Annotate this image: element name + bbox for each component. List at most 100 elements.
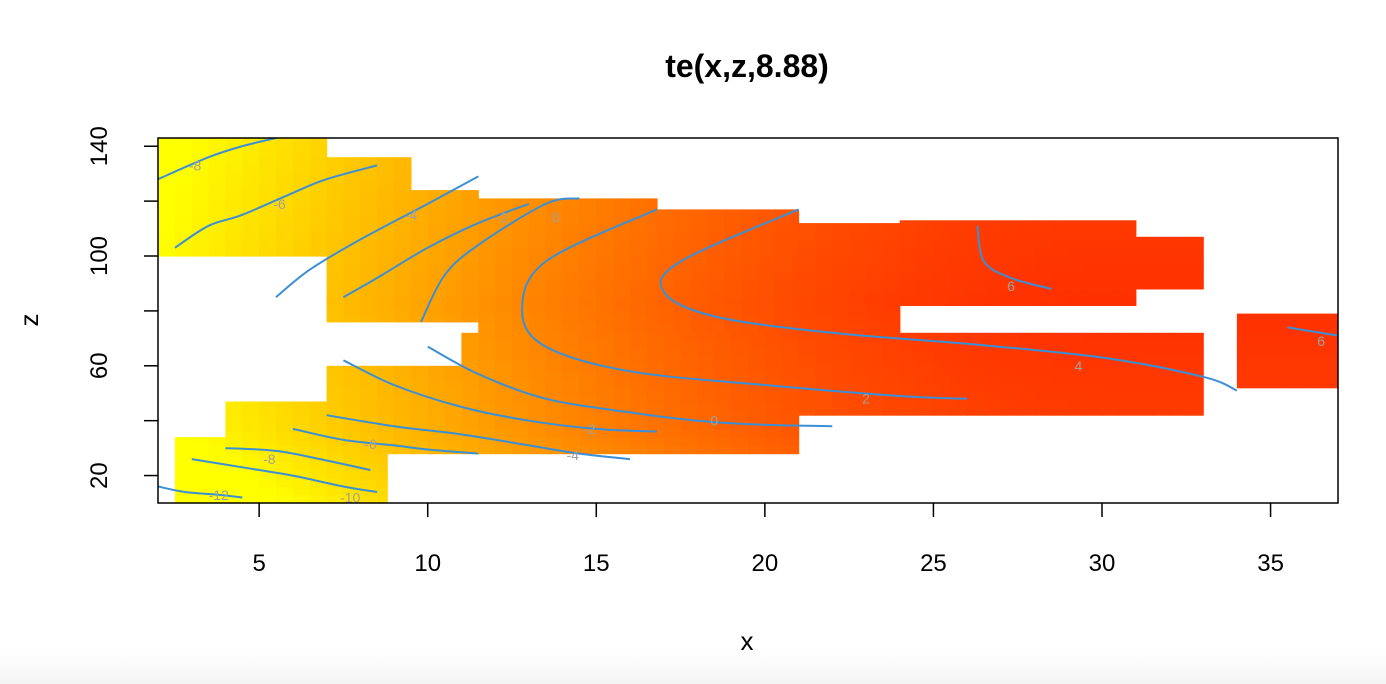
heatmap-cell bbox=[343, 445, 361, 455]
heatmap-cell bbox=[276, 231, 294, 241]
heatmap-cell bbox=[1051, 390, 1069, 400]
heatmap-cell bbox=[444, 288, 463, 298]
heatmap-cell bbox=[646, 280, 658, 290]
heatmap-cell bbox=[225, 190, 243, 199]
heatmap-cell bbox=[1152, 256, 1171, 265]
heatmap-cell bbox=[512, 198, 530, 208]
heatmap-cell bbox=[545, 332, 564, 342]
heatmap-cell bbox=[882, 305, 901, 315]
heatmap-cell bbox=[758, 280, 776, 290]
heatmap-cell bbox=[657, 247, 675, 257]
heatmap-cell bbox=[916, 256, 935, 265]
heatmap-cell bbox=[899, 231, 918, 241]
heatmap-cell bbox=[461, 420, 479, 430]
heatmap-cell bbox=[933, 374, 951, 383]
heatmap-cell bbox=[292, 461, 311, 471]
heatmap-cell bbox=[724, 223, 742, 232]
heatmap-cell bbox=[815, 231, 833, 241]
heatmap-cell bbox=[292, 437, 311, 446]
heatmap-cell bbox=[984, 398, 1002, 408]
heatmap-cell bbox=[377, 494, 388, 503]
heatmap-cell bbox=[309, 445, 328, 455]
heatmap-cell bbox=[1253, 363, 1272, 372]
heatmap-cell bbox=[360, 280, 378, 290]
heatmap-cell bbox=[815, 297, 833, 306]
heatmap-cell bbox=[562, 437, 581, 446]
heatmap-cell bbox=[731, 371, 749, 381]
heatmap-cell bbox=[545, 305, 564, 315]
heatmap-cell bbox=[1169, 398, 1187, 408]
heatmap-cell bbox=[377, 401, 395, 408]
heatmap-cell bbox=[781, 437, 800, 446]
heatmap-cell bbox=[882, 239, 901, 249]
heatmap-cell bbox=[495, 206, 513, 216]
contour-line bbox=[427, 345, 833, 428]
heatmap-cell bbox=[377, 173, 395, 183]
heatmap-cell bbox=[1051, 341, 1069, 350]
heatmap-cell bbox=[724, 214, 742, 224]
heatmap-cell bbox=[832, 349, 850, 359]
heatmap-cell bbox=[461, 239, 479, 249]
heatmap-cell bbox=[292, 431, 311, 441]
heatmap-cell bbox=[764, 379, 783, 389]
heatmap-cell bbox=[1068, 223, 1086, 232]
heatmap-cell bbox=[748, 404, 766, 413]
heatmap-cell bbox=[1051, 231, 1069, 241]
heatmap-cell bbox=[360, 157, 378, 166]
heatmap-cell bbox=[528, 412, 547, 422]
heatmap-cell bbox=[916, 247, 935, 257]
heatmap-cell bbox=[1304, 338, 1322, 348]
heatmap-cell bbox=[832, 313, 850, 323]
heatmap-cell bbox=[613, 313, 631, 323]
heatmap-cell bbox=[1017, 341, 1036, 350]
heatmap-cell bbox=[444, 264, 463, 273]
heatmap-cell bbox=[967, 223, 985, 232]
heatmap-cell bbox=[791, 231, 800, 241]
heatmap-cell bbox=[967, 231, 985, 241]
heatmap-cell bbox=[326, 214, 345, 224]
heatmap-cell bbox=[225, 494, 243, 503]
heatmap-cell bbox=[394, 305, 412, 315]
heatmap-cell bbox=[208, 223, 227, 232]
heatmap-cell bbox=[1169, 357, 1187, 367]
heatmap-cell bbox=[630, 387, 648, 397]
heatmap-cell bbox=[461, 198, 479, 208]
heatmap-cell bbox=[758, 256, 776, 265]
heatmap-cell bbox=[343, 256, 361, 265]
heatmap-cell bbox=[933, 297, 951, 306]
heatmap-cell bbox=[596, 420, 614, 430]
heatmap-cell bbox=[1253, 371, 1272, 381]
heatmap-cell bbox=[225, 437, 243, 446]
heatmap-cell bbox=[410, 231, 429, 241]
heatmap-cell bbox=[512, 357, 530, 367]
heatmap-cell bbox=[832, 332, 850, 342]
heatmap-cell bbox=[613, 206, 631, 216]
heatmap-cell bbox=[798, 398, 817, 408]
heatmap-cell bbox=[1000, 256, 1019, 265]
heatmap-cell bbox=[1068, 357, 1086, 367]
heatmap-cell bbox=[343, 453, 361, 463]
heatmap-cell bbox=[528, 256, 547, 265]
heatmap-cell bbox=[276, 431, 294, 441]
heatmap-cell bbox=[646, 420, 665, 430]
heatmap-cell bbox=[741, 256, 759, 265]
heatmap-cell bbox=[899, 349, 918, 359]
heatmap-cell bbox=[866, 239, 884, 249]
heatmap-cell bbox=[444, 406, 463, 416]
heatmap-cell bbox=[916, 239, 935, 249]
heatmap-cell bbox=[646, 321, 658, 331]
heatmap-cell bbox=[394, 396, 412, 405]
heatmap-cell bbox=[1135, 272, 1154, 282]
heatmap-cell bbox=[1118, 382, 1137, 391]
heatmap-cell bbox=[343, 305, 361, 315]
heatmap-cell bbox=[596, 256, 614, 265]
heatmap-cell bbox=[326, 157, 345, 166]
heatmap-cell bbox=[1135, 239, 1154, 249]
heatmap-cell bbox=[630, 404, 648, 413]
heatmap-cell bbox=[758, 223, 776, 232]
heatmap-cell bbox=[562, 297, 581, 306]
heatmap-cell bbox=[866, 247, 884, 257]
heatmap-cell bbox=[596, 445, 614, 455]
heatmap-cell bbox=[326, 190, 345, 199]
heatmap-cell bbox=[427, 280, 446, 290]
